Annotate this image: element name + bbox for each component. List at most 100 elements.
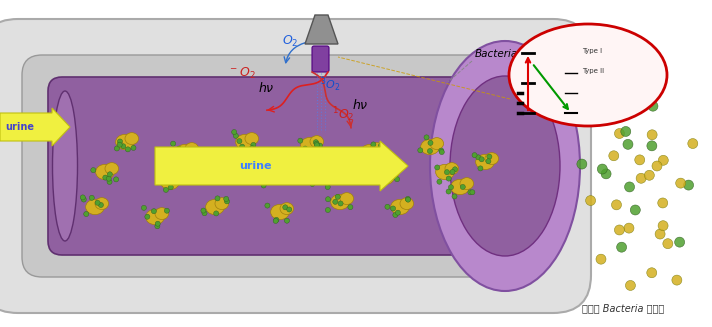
Circle shape <box>284 218 290 223</box>
Circle shape <box>652 161 662 171</box>
Circle shape <box>287 207 292 212</box>
Circle shape <box>634 155 645 165</box>
Circle shape <box>115 146 120 151</box>
Circle shape <box>446 189 451 194</box>
Circle shape <box>450 169 455 175</box>
Circle shape <box>81 197 86 202</box>
Circle shape <box>646 268 656 278</box>
Ellipse shape <box>485 153 498 164</box>
Circle shape <box>625 281 635 290</box>
Polygon shape <box>305 15 338 44</box>
Ellipse shape <box>400 198 414 210</box>
Ellipse shape <box>509 24 667 126</box>
Ellipse shape <box>271 204 289 220</box>
Circle shape <box>468 190 473 195</box>
FancyBboxPatch shape <box>48 77 516 255</box>
Circle shape <box>577 159 587 169</box>
Circle shape <box>338 201 343 206</box>
Circle shape <box>675 237 685 247</box>
Circle shape <box>449 185 454 190</box>
Circle shape <box>107 179 112 184</box>
Circle shape <box>405 197 410 201</box>
Ellipse shape <box>436 164 454 180</box>
Circle shape <box>585 196 596 206</box>
Circle shape <box>80 195 85 200</box>
Ellipse shape <box>146 209 164 225</box>
Circle shape <box>596 254 606 264</box>
Text: $O_2$: $O_2$ <box>282 34 298 49</box>
Circle shape <box>303 146 308 151</box>
Text: $^1O_2$: $^1O_2$ <box>332 105 355 124</box>
Ellipse shape <box>460 178 473 190</box>
Text: $h\nu$: $h\nu$ <box>352 98 369 112</box>
Circle shape <box>617 242 627 252</box>
Circle shape <box>377 149 382 154</box>
Circle shape <box>360 158 366 163</box>
Ellipse shape <box>176 144 194 160</box>
Circle shape <box>624 182 634 192</box>
Circle shape <box>476 155 481 160</box>
Circle shape <box>586 93 596 103</box>
Ellipse shape <box>385 168 399 180</box>
Circle shape <box>283 205 288 210</box>
Circle shape <box>253 178 258 182</box>
Circle shape <box>103 175 108 180</box>
Circle shape <box>201 208 206 213</box>
Circle shape <box>362 156 367 162</box>
Circle shape <box>601 169 611 179</box>
Circle shape <box>117 139 122 144</box>
Circle shape <box>428 140 433 146</box>
Ellipse shape <box>85 199 105 215</box>
Text: Type I: Type I <box>582 48 602 54</box>
Circle shape <box>375 156 380 161</box>
Circle shape <box>187 151 192 156</box>
Circle shape <box>658 221 668 231</box>
Circle shape <box>648 101 658 111</box>
Circle shape <box>325 197 330 202</box>
Circle shape <box>145 214 150 219</box>
Ellipse shape <box>370 143 384 155</box>
Circle shape <box>326 180 331 185</box>
FancyBboxPatch shape <box>0 19 591 313</box>
Circle shape <box>672 275 682 285</box>
Circle shape <box>313 171 318 176</box>
Circle shape <box>446 176 451 181</box>
Circle shape <box>310 181 315 186</box>
Circle shape <box>314 141 319 146</box>
Text: urine: urine <box>239 161 271 171</box>
Ellipse shape <box>260 168 273 180</box>
Circle shape <box>479 157 484 162</box>
Circle shape <box>163 187 169 192</box>
Circle shape <box>318 143 323 148</box>
Ellipse shape <box>170 173 184 184</box>
Circle shape <box>224 199 229 204</box>
Circle shape <box>249 146 254 151</box>
Ellipse shape <box>245 133 258 145</box>
Circle shape <box>261 183 266 188</box>
Circle shape <box>623 139 633 149</box>
Ellipse shape <box>280 203 293 215</box>
Circle shape <box>387 167 392 172</box>
Text: Type II: Type II <box>582 68 604 74</box>
Circle shape <box>624 91 634 101</box>
Circle shape <box>658 198 668 208</box>
Circle shape <box>265 203 270 208</box>
Ellipse shape <box>161 174 179 190</box>
Circle shape <box>390 206 396 211</box>
Ellipse shape <box>421 139 439 155</box>
Circle shape <box>89 195 95 200</box>
Ellipse shape <box>376 169 394 185</box>
Circle shape <box>439 148 444 153</box>
Circle shape <box>444 170 449 175</box>
Ellipse shape <box>105 163 119 175</box>
Text: urine: urine <box>6 122 34 132</box>
Circle shape <box>202 211 207 216</box>
Circle shape <box>385 204 390 209</box>
Circle shape <box>117 142 122 147</box>
Circle shape <box>630 205 640 215</box>
Circle shape <box>659 155 669 165</box>
Text: $h\nu$: $h\nu$ <box>258 81 275 95</box>
Text: Bacteria: Bacteria <box>475 49 518 59</box>
Circle shape <box>614 225 624 235</box>
Circle shape <box>324 171 329 176</box>
